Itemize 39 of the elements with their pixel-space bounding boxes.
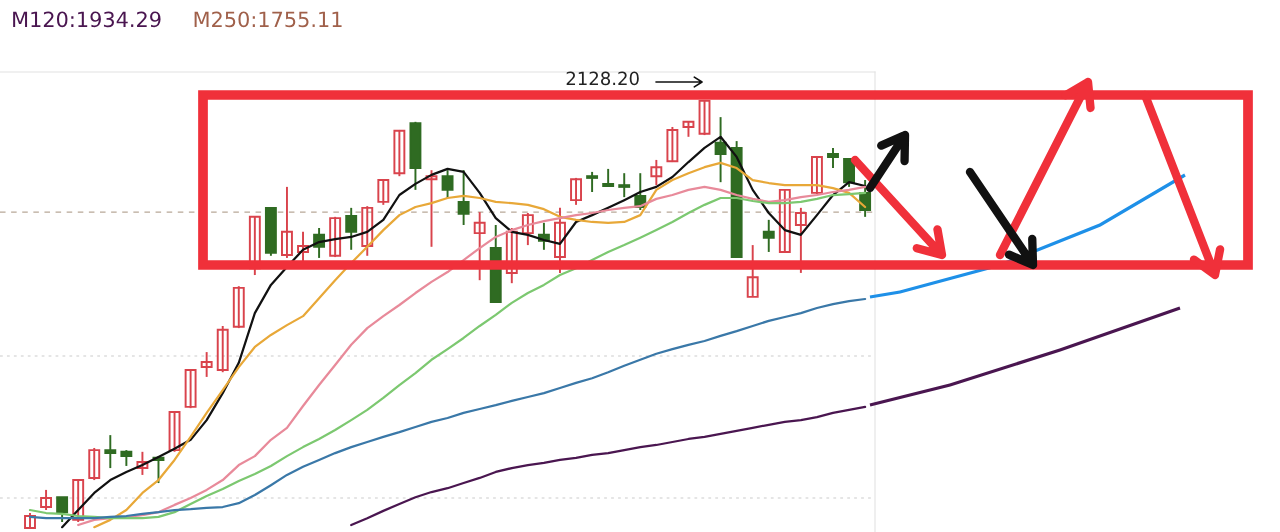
candlestick xyxy=(88,446,101,482)
candlestick xyxy=(473,211,486,282)
candlestick xyxy=(827,146,839,170)
candlestick xyxy=(136,450,149,476)
candlestick xyxy=(554,206,566,274)
candlestick xyxy=(104,434,117,470)
candlestick xyxy=(72,478,85,523)
candlestick xyxy=(794,206,807,274)
candlestick xyxy=(618,172,631,199)
candlestick xyxy=(457,169,470,226)
candlestick xyxy=(168,410,181,453)
candlestick xyxy=(666,125,679,164)
candlestick xyxy=(281,185,293,259)
candlestick xyxy=(521,212,534,247)
text: 2128.20 xyxy=(566,71,639,86)
candlestick xyxy=(778,188,791,254)
candlestick xyxy=(393,128,406,178)
candlestick xyxy=(40,488,53,511)
candlestick xyxy=(441,169,454,199)
candlestick xyxy=(698,99,711,137)
text: M120:1934.29 xyxy=(13,11,161,28)
candlestick xyxy=(216,325,229,374)
candlestick xyxy=(714,116,727,184)
candlestick xyxy=(329,215,342,259)
candlestick xyxy=(810,155,823,196)
candlestick xyxy=(650,158,663,187)
legend-label: M250:1755.11 xyxy=(194,11,342,28)
candlestick xyxy=(345,206,358,251)
candlestick xyxy=(232,285,245,330)
candlestick xyxy=(843,157,856,188)
candlestick xyxy=(361,205,374,257)
candlestick xyxy=(184,368,197,410)
candlestick xyxy=(762,218,775,253)
candlestick xyxy=(425,169,438,248)
candlestick xyxy=(200,351,213,378)
candlestick xyxy=(570,176,582,206)
candlestick xyxy=(56,496,69,523)
candlestick xyxy=(377,178,390,206)
candlestick xyxy=(586,170,599,193)
